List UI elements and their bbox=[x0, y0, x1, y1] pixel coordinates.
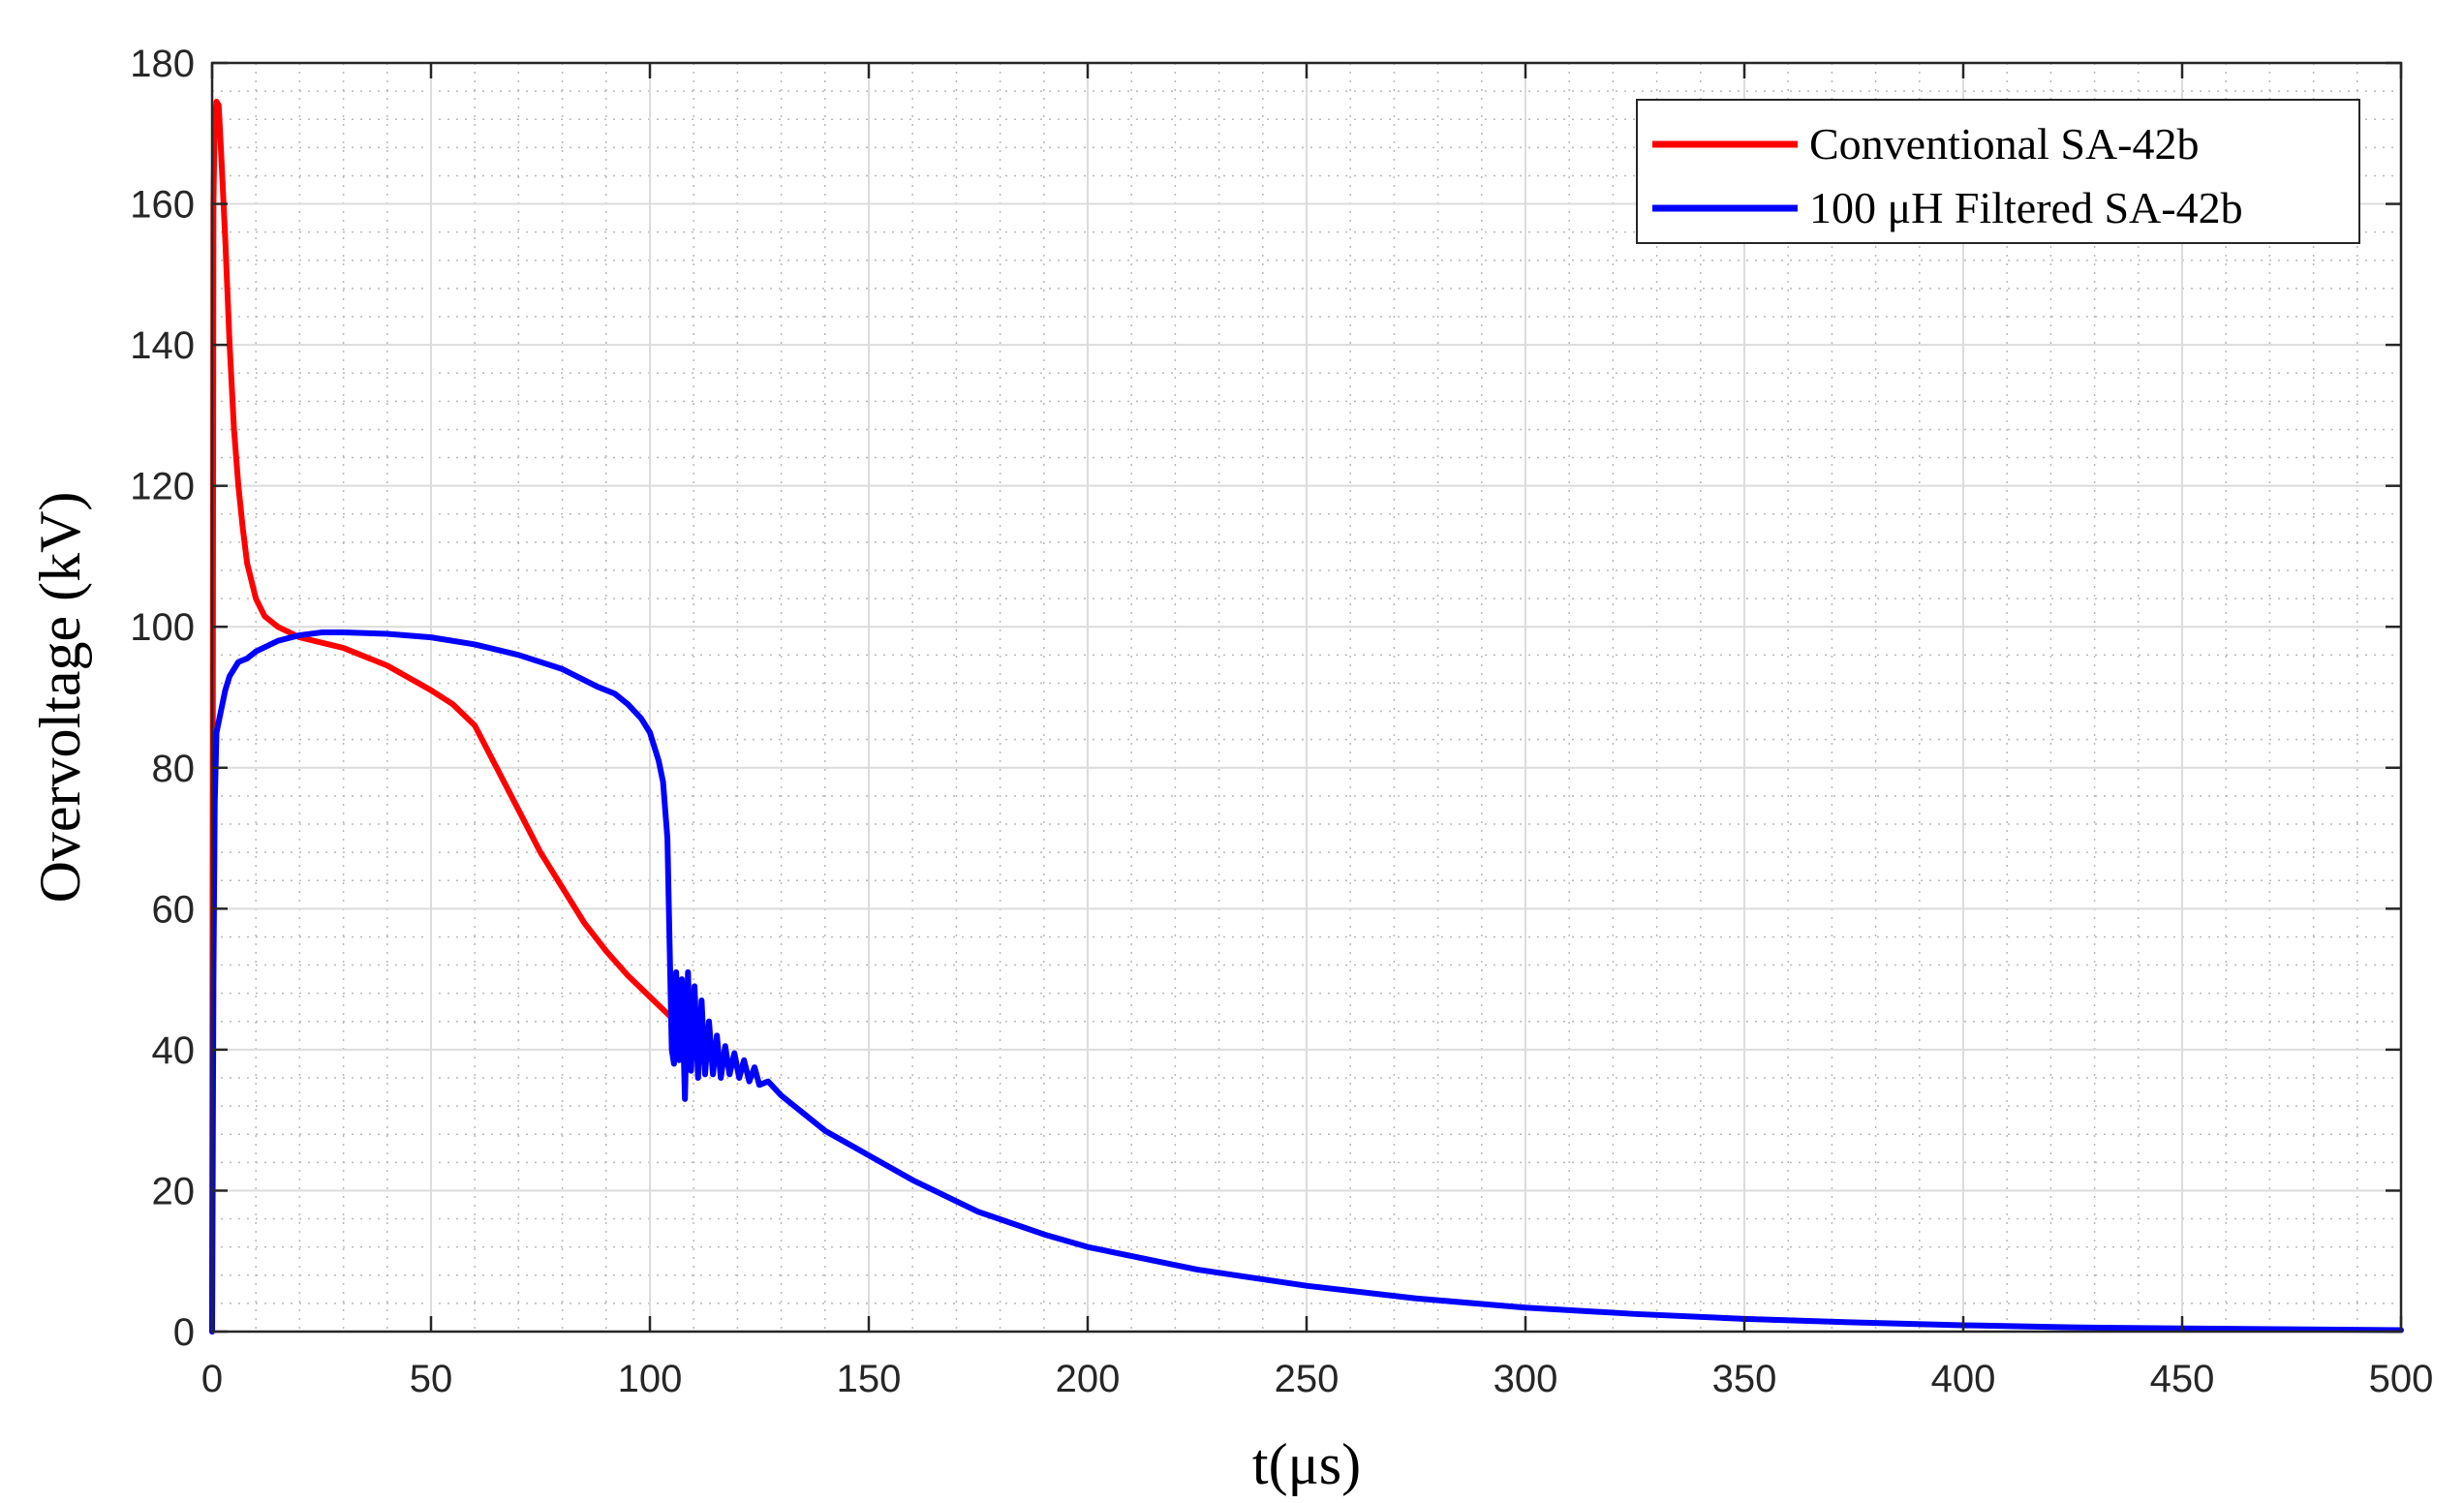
x-tick-label: 150 bbox=[837, 1358, 902, 1400]
x-tick-label: 250 bbox=[1275, 1358, 1340, 1400]
x-tick-label: 50 bbox=[410, 1358, 453, 1400]
y-axis-title: Overvoltage (kV) bbox=[28, 492, 92, 904]
x-tick-label: 500 bbox=[2369, 1358, 2434, 1400]
x-tick-label: 100 bbox=[618, 1358, 683, 1400]
y-tick-label: 180 bbox=[130, 43, 195, 85]
x-tick-label: 450 bbox=[2150, 1358, 2215, 1400]
y-tick-label: 120 bbox=[130, 466, 195, 508]
x-tick-label: 200 bbox=[1056, 1358, 1121, 1400]
legend-label-filtered: 100 μH Filtered SA-42b bbox=[1809, 183, 2243, 232]
y-tick-label: 100 bbox=[130, 606, 195, 649]
y-tick-label: 20 bbox=[152, 1170, 196, 1212]
y-tick-labels: 0 20 40 60 80 100 120 140 160 180 bbox=[130, 43, 195, 1354]
tick-marks bbox=[210, 61, 2403, 1334]
y-tick-label: 140 bbox=[130, 324, 195, 367]
y-tick-label: 0 bbox=[173, 1311, 195, 1354]
series-line-conventional bbox=[209, 99, 675, 1334]
x-tick-label: 350 bbox=[1712, 1358, 1777, 1400]
y-tick-label: 40 bbox=[152, 1029, 196, 1072]
x-tick-label: 300 bbox=[1494, 1358, 1558, 1400]
legend: Conventional SA-42b 100 μH Filtered SA-4… bbox=[1636, 99, 2360, 244]
x-tick-label: 0 bbox=[201, 1358, 223, 1400]
legend-box bbox=[1636, 99, 2360, 244]
x-tick-label: 400 bbox=[1931, 1358, 1996, 1400]
x-tick-labels: 0 50 100 150 200 250 300 350 400 450 500 bbox=[201, 1358, 2434, 1400]
x-axis-title: t(μs) bbox=[1252, 1432, 1361, 1496]
y-tick-label: 160 bbox=[130, 184, 195, 227]
series-layer bbox=[209, 99, 2404, 1334]
series-line-filtered bbox=[209, 629, 2404, 1334]
y-tick-label: 80 bbox=[152, 748, 196, 790]
y-tick-label: 60 bbox=[152, 888, 196, 931]
legend-label-conventional: Conventional SA-42b bbox=[1809, 119, 2199, 169]
